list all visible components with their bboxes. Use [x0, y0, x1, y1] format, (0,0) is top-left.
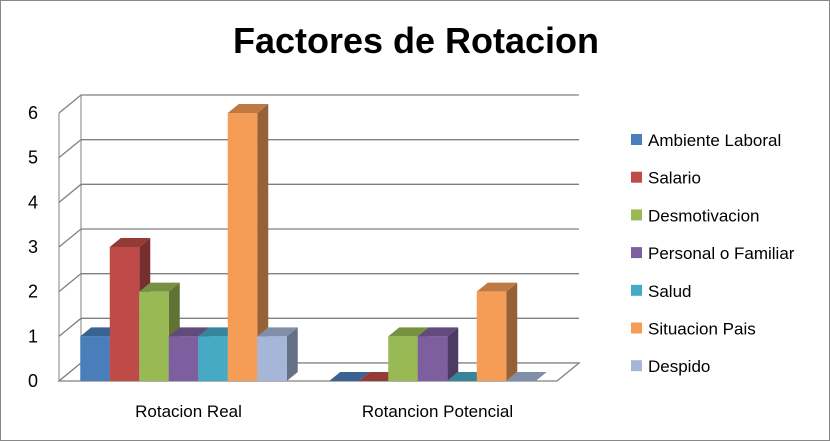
bar-top: [227, 104, 269, 113]
bar: [139, 282, 180, 381]
bar-top: [506, 372, 547, 381]
legend-label: Salario: [648, 169, 701, 188]
y-tick-label: 4: [28, 192, 38, 212]
bar-front: [476, 291, 507, 381]
bar: [329, 372, 370, 381]
legend-label: Salud: [648, 282, 691, 301]
x-category-label: Rotancion Potencial: [362, 402, 513, 421]
gridline: [58, 183, 579, 203]
y-tick-label: 3: [28, 237, 38, 257]
x-category-label: Rotacion Real: [135, 402, 242, 421]
bar-top: [109, 238, 151, 247]
y-tick-label: 0: [28, 371, 38, 391]
bar-side: [257, 104, 269, 381]
bar-front: [198, 336, 228, 381]
bar-front: [109, 247, 140, 381]
legend-item: Salario: [631, 169, 701, 188]
bar-top: [139, 282, 180, 292]
legend-label: Situacion Pais: [648, 320, 756, 339]
gridline: [58, 273, 579, 293]
bar: [506, 372, 547, 381]
legend-label: Desmotivacion: [648, 206, 760, 225]
legend-swatch: [631, 134, 642, 145]
bar-top: [388, 327, 429, 337]
bar-top: [168, 327, 210, 337]
gridline: [58, 317, 579, 337]
gridline: [58, 228, 579, 248]
legend-label: Ambiente Laboral: [648, 131, 781, 150]
y-tick-label: 6: [28, 103, 38, 123]
bar-front: [227, 113, 258, 381]
bar-side: [286, 327, 298, 381]
bar: [417, 327, 459, 381]
y-tick-label: 5: [28, 148, 38, 168]
y-tick-label: 1: [28, 326, 38, 346]
bar-front: [257, 336, 287, 381]
gridline: [58, 139, 579, 159]
bar-side: [447, 327, 459, 381]
legend-label: Despido: [648, 357, 710, 376]
bar: [227, 104, 269, 381]
legend-item: Despido: [631, 357, 710, 376]
bars: [80, 104, 547, 381]
legend-item: Personal o Familiar: [631, 244, 795, 263]
bar-top: [329, 372, 370, 381]
bar-top: [417, 327, 459, 337]
legend-item: Situacion Pais: [631, 320, 756, 339]
legend-item: Desmotivacion: [631, 206, 760, 225]
bar-side: [506, 282, 518, 381]
bar-front: [80, 336, 110, 381]
x-axis: Rotacion Real Rotancion Potencial: [135, 402, 513, 421]
legend-swatch: [631, 209, 642, 221]
y-axis: 0 1 2 3 4 5 6: [28, 103, 38, 391]
legend-swatch: [631, 322, 642, 334]
gridline: [58, 94, 579, 114]
bar-top: [476, 282, 518, 292]
bar: [476, 282, 518, 381]
legend-swatch: [631, 247, 642, 259]
legend-item: Salud: [631, 282, 691, 301]
bar-front: [139, 291, 169, 381]
legend-swatch: [631, 360, 642, 372]
bar: [257, 327, 298, 381]
legend-item: Ambiente Laboral: [631, 131, 781, 150]
y-tick-label: 2: [28, 282, 38, 302]
legend-swatch: [631, 171, 642, 183]
bar-front: [388, 336, 418, 381]
bar-front: [417, 336, 448, 381]
chart-title: Factores de Rotacion: [233, 20, 599, 61]
legend-swatch: [631, 284, 642, 296]
bar-front: [168, 336, 199, 381]
bar-top: [257, 327, 298, 337]
legend: Ambiente Laboral Salario Desmotivacion Pers…: [631, 131, 795, 376]
legend-label: Personal o Familiar: [648, 244, 795, 263]
